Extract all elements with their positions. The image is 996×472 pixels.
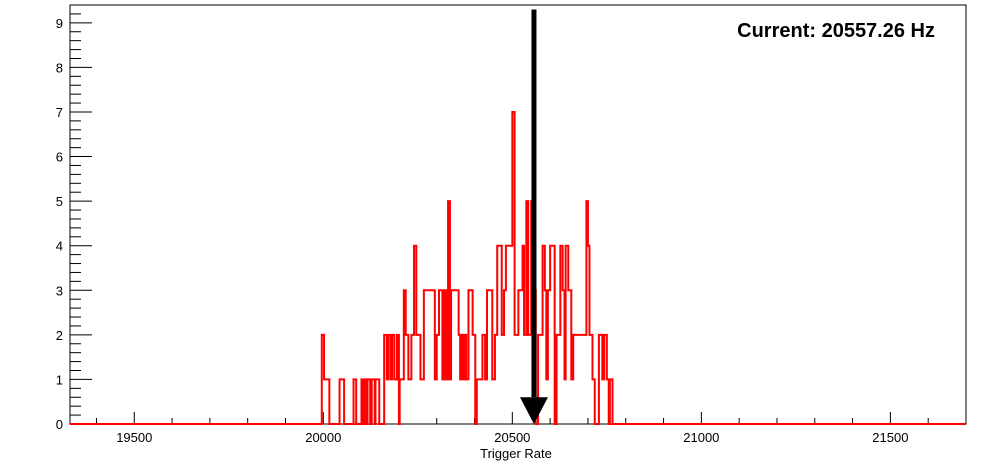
y-tick-label: 2 bbox=[56, 328, 63, 343]
y-tick-label: 8 bbox=[56, 60, 63, 75]
y-tick-label: 7 bbox=[56, 105, 63, 120]
x-tick-label: 19500 bbox=[116, 430, 152, 445]
y-tick-label: 5 bbox=[56, 194, 63, 209]
x-tick-label: 20500 bbox=[494, 430, 530, 445]
y-tick-label: 9 bbox=[56, 16, 63, 31]
y-tick-label: 4 bbox=[56, 239, 63, 254]
x-tick-label: 20000 bbox=[305, 430, 341, 445]
y-tick-label: 6 bbox=[56, 150, 63, 165]
x-axis-ticks: 19500 20000 20500 21000 21500 bbox=[95, 412, 967, 445]
histogram-series bbox=[70, 110, 966, 425]
y-tick-label: 0 bbox=[56, 417, 63, 432]
x-tick-label: 21000 bbox=[683, 430, 719, 445]
y-axis-ticks: 0 1 2 3 4 5 6 7 8 9 bbox=[56, 4, 92, 432]
current-rate-label: Current: 20557.26 Hz bbox=[737, 20, 935, 42]
x-tick-label: 21500 bbox=[872, 430, 908, 445]
current-rate-arrow bbox=[519, 9, 548, 424]
y-tick-label: 1 bbox=[56, 372, 63, 387]
arrow-head bbox=[519, 397, 548, 424]
x-axis-title: Trigger Rate bbox=[480, 446, 552, 461]
y-tick-label: 3 bbox=[56, 283, 63, 298]
plot-frame bbox=[69, 4, 967, 425]
